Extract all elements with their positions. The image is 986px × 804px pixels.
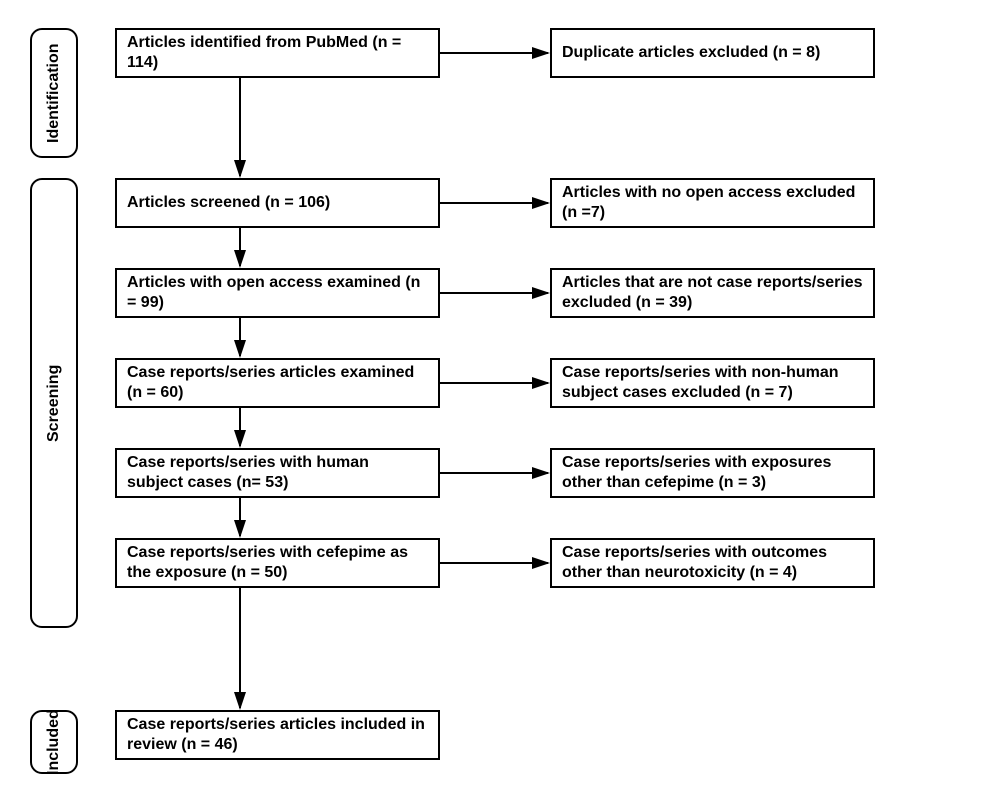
box-screened: Articles screened (n = 106): [115, 178, 440, 228]
stage-screening: Screening: [30, 178, 78, 628]
box-case-reports: Case reports/series articles examined (n…: [115, 358, 440, 408]
stage-identification: Identification: [30, 28, 78, 158]
box-other-outcome: Case reports/series with outcomes other …: [550, 538, 875, 588]
box-nonhuman-excl: Case reports/series with non-human subje…: [550, 358, 875, 408]
box-no-open-access: Articles with no open access excluded (n…: [550, 178, 875, 228]
box-included: Case reports/series articles included in…: [115, 710, 440, 760]
box-open-access: Articles with open access examined (n = …: [115, 268, 440, 318]
box-duplicates-excl: Duplicate articles excluded (n = 8): [550, 28, 875, 78]
box-other-exposure: Case reports/series with exposures other…: [550, 448, 875, 498]
box-not-case-reports: Articles that are not case reports/serie…: [550, 268, 875, 318]
prisma-flowchart: Identification Screening Included Articl…: [20, 20, 966, 784]
box-human-cases: Case reports/series with human subject c…: [115, 448, 440, 498]
box-cefepime: Case reports/series with cefepime as the…: [115, 538, 440, 588]
box-identified: Articles identified from PubMed (n = 114…: [115, 28, 440, 78]
stage-included: Included: [30, 710, 78, 774]
